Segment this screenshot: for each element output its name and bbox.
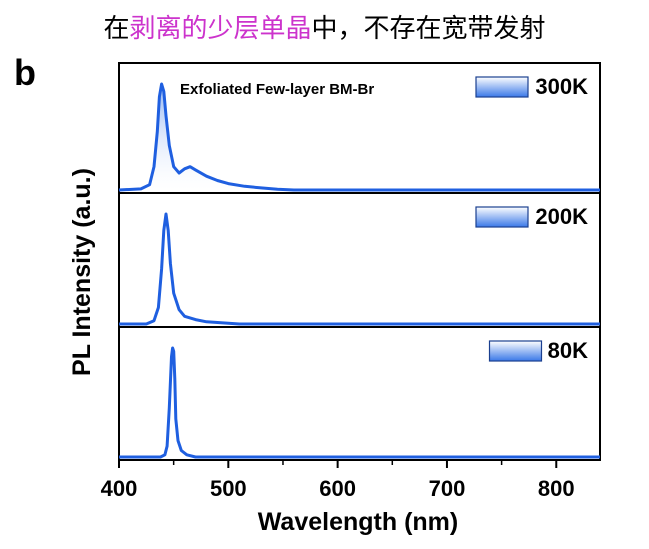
caption-prefix: 在 bbox=[103, 14, 130, 44]
panel-300K: 300K bbox=[118, 62, 601, 194]
spectrum-line bbox=[119, 212, 600, 326]
x-tick-label: 500 bbox=[210, 476, 247, 501]
temperature-label: 200K bbox=[535, 204, 588, 229]
y-axis-title: PL Intensity (a.u.) bbox=[68, 168, 96, 376]
temperature-label: 300K bbox=[535, 74, 588, 99]
spectrum-line bbox=[119, 346, 600, 459]
panel-80K: 80K bbox=[118, 326, 601, 461]
figure-caption: 在剥离的少层单晶中，不存在宽带发射 bbox=[0, 8, 649, 45]
legend-swatch bbox=[488, 340, 543, 362]
x-tick-label: 600 bbox=[319, 476, 356, 501]
spectrum-line bbox=[118, 82, 600, 192]
x-tick-label: 800 bbox=[538, 476, 575, 501]
panel-frame bbox=[118, 326, 601, 461]
panel-200K: 200K bbox=[118, 192, 601, 328]
legend-swatch bbox=[475, 76, 529, 98]
x-tick-label: 400 bbox=[101, 476, 138, 501]
caption-highlight: 剥离的少层单晶 bbox=[129, 14, 312, 44]
temperature-label: 80K bbox=[548, 338, 588, 363]
sample-label: Exfoliated Few-layer BM-Br bbox=[180, 81, 374, 98]
spectrum-fill bbox=[119, 84, 600, 190]
x-axis-title: Wavelength (nm) bbox=[258, 508, 458, 536]
caption-suffix: 中，不存在宽带发射 bbox=[311, 14, 546, 44]
x-axis: 400 500 600 700 800 bbox=[101, 460, 575, 501]
legend-swatch bbox=[475, 206, 529, 228]
panels-layer: 300K 200K 80K Exfoliated Few-layer BM-Br bbox=[118, 62, 601, 461]
panel-letter: b bbox=[14, 52, 36, 93]
x-tick-label: 700 bbox=[429, 476, 466, 501]
